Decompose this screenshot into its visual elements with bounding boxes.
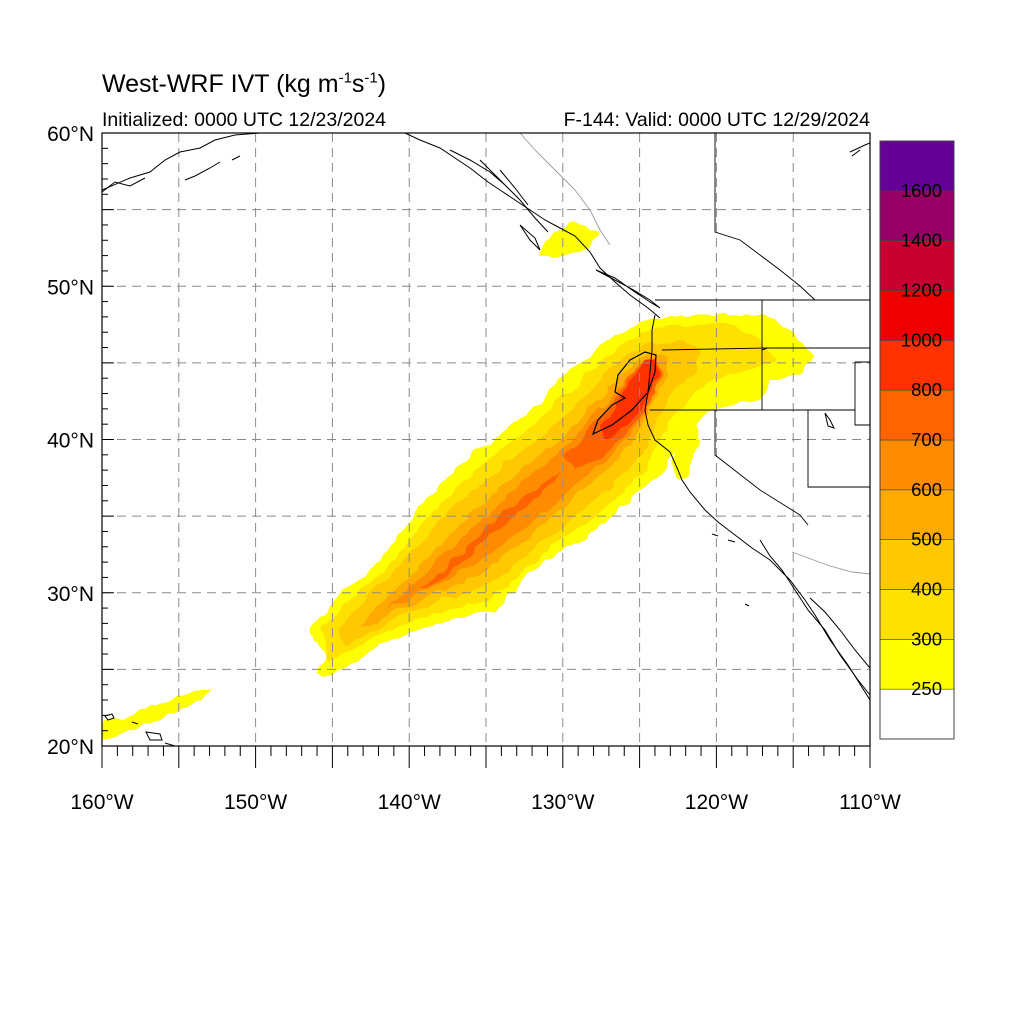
coastline-hudson-ne [849,142,870,157]
coastline-us-west [644,314,870,701]
border-us-mexico [791,551,870,575]
lat-label: 40°N [47,430,94,453]
channel-islands [711,533,750,607]
lat-label: 30°N [47,583,94,606]
hawaii-islands [104,713,176,746]
colorbar-label: 1400 [901,230,942,251]
coastline-baja [759,539,870,696]
colorbar-label: 400 [911,579,942,600]
lon-label: 160°W [70,791,133,814]
ivt-band-700-thread [420,470,560,590]
colorbar-swatch [879,290,955,341]
colorbar-label: 500 [911,529,942,550]
ivt-band-250-nw [537,222,600,258]
lon-label: 130°W [531,791,594,814]
ivt-band-250-tail [317,662,345,678]
ivt-shading [102,222,815,740]
colorbar: 250 300 400 500 600 700 800 1000 1200 1400 1600 [879,140,955,740]
islands-southeast-alaska [449,149,661,309]
border-alaska-bc [519,133,611,246]
colorbar-label: 1200 [901,280,942,301]
ivt-1000-contour [591,351,657,436]
figure-title: West-WRF IVT (kg m-1s-1) [102,69,387,98]
lake-salt [824,412,835,429]
colorbar-swatch [879,389,955,441]
colorbar-swatch [879,589,955,640]
colorbar-label: 1600 [901,180,942,201]
colorbar-swatch [879,489,955,540]
init-time-label: Initialized: 0000 UTC 12/23/2024 [102,109,387,131]
graticule [102,133,870,746]
colorbar-label: 700 [911,429,942,450]
colorbar-label: 600 [911,479,942,500]
ivt-band-600 [385,356,662,612]
lon-label: 150°W [224,791,287,814]
ivt-band-800 [600,356,658,438]
lon-label: 110°W [839,791,901,814]
axis-ticks [101,132,871,768]
colorbar-swatch [879,639,955,690]
lon-label: 120°W [685,791,748,814]
lon-label: 140°W [378,791,441,814]
ivt-band-250-ca [672,418,700,480]
axis-labels: 160°W 150°W 140°W 130°W 120°W 110°W 20°N 30°N 40… [47,123,901,814]
valid-time-label: F-144: Valid: 0000 UTC 12/29/2024 [563,109,870,131]
lat-label: 50°N [47,276,94,299]
colorbar-swatch [879,190,955,241]
lat-label: 20°N [47,736,94,759]
colorbar-label: 1000 [901,329,942,350]
coastline-alaska-bc [102,133,661,319]
colorbar-label: 250 [911,678,942,699]
colorbar-swatch [879,140,955,192]
colorbar-label: 300 [911,628,942,649]
colorbar-label: 800 [911,379,942,400]
aleutian-islands [102,155,241,193]
ivt-band-250-hi [102,688,215,740]
border-states [650,133,870,526]
geography [102,133,870,746]
lat-label: 60°N [47,123,94,146]
